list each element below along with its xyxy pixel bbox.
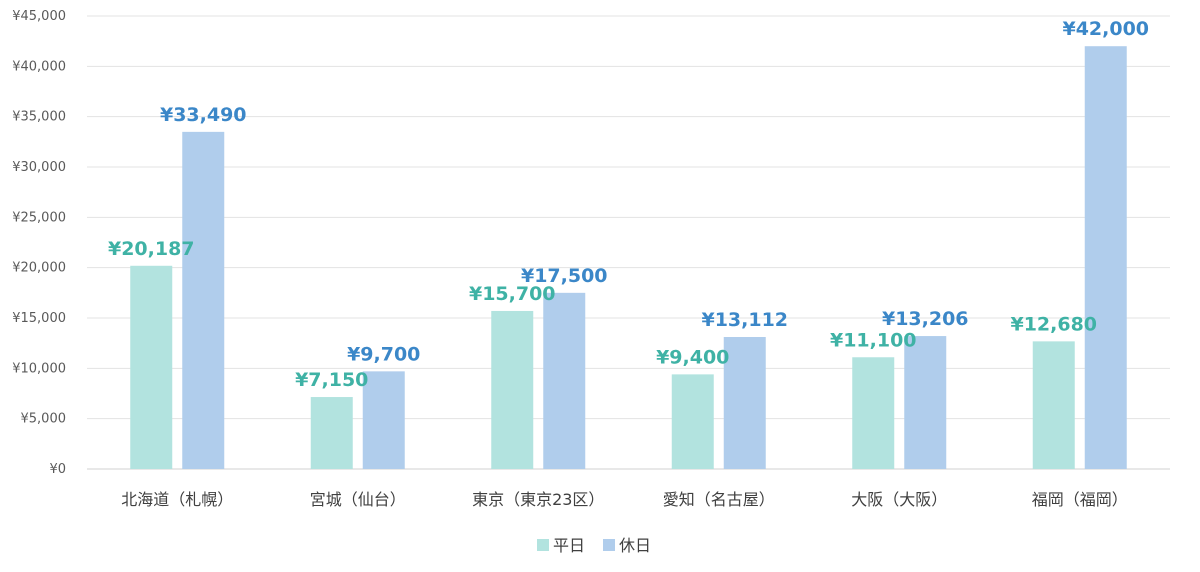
- y-tick-label: ¥35,000: [12, 110, 66, 125]
- y-tick-label: ¥0: [49, 462, 66, 477]
- bar-weekday: [671, 374, 714, 469]
- bar-holiday: [1084, 46, 1127, 469]
- legend-swatch: [537, 539, 549, 551]
- x-category-label: 大阪（大阪）: [851, 490, 947, 509]
- data-label: ¥42,000: [1062, 18, 1149, 40]
- y-tick-label: ¥5,000: [21, 412, 67, 427]
- x-category-label: 東京（東京23区）: [472, 490, 604, 509]
- x-axis-categories: 北海道（札幌） 宮城（仙台） 東京（東京23区） 愛知（名古屋） 大阪（大阪） 福岡（福岡…: [121, 490, 1128, 509]
- legend-label: 休日: [619, 536, 651, 555]
- bar-holiday: [543, 292, 586, 469]
- data-label: ¥7,150: [295, 369, 368, 391]
- bar-weekday: [130, 265, 173, 469]
- y-tick-label: ¥40,000: [12, 59, 66, 74]
- data-label: ¥33,490: [160, 104, 247, 126]
- bar-weekday: [852, 357, 895, 469]
- data-label: ¥20,187: [108, 238, 195, 260]
- y-tick-label: ¥25,000: [12, 210, 66, 225]
- y-tick-label: ¥30,000: [12, 160, 66, 175]
- x-category-label: 北海道（札幌）: [121, 490, 233, 509]
- y-tick-label: ¥15,000: [12, 311, 66, 326]
- x-category-label: 宮城（仙台）: [310, 490, 406, 509]
- gridlines: [87, 15, 1170, 470]
- y-tick-label: ¥10,000: [12, 361, 66, 376]
- data-labels: ¥20,187 ¥33,490 ¥7,150 ¥9,700 ¥15,700¥17,500…: [108, 18, 1149, 391]
- data-label: ¥13,112: [701, 309, 788, 331]
- bar-weekday: [491, 310, 534, 469]
- data-label: ¥15,700: [469, 283, 556, 305]
- bars: [130, 46, 1127, 469]
- data-label: ¥11,100: [830, 329, 917, 351]
- x-category-label: 福岡（福岡）: [1032, 490, 1128, 509]
- data-label: ¥12,680: [1010, 313, 1097, 335]
- y-tick-label: ¥20,000: [12, 261, 66, 276]
- bar-holiday: [723, 337, 766, 469]
- data-label: ¥9,700: [347, 343, 420, 365]
- bar-holiday: [904, 336, 947, 469]
- y-axis-ticks: ¥0 ¥5,000 ¥10,000 ¥15,000 ¥20,000 ¥25,000 ¥30,…: [12, 9, 66, 477]
- bar-weekday: [1032, 341, 1075, 469]
- x-category-label: 愛知（名古屋）: [663, 490, 775, 509]
- data-label: ¥9,400: [656, 346, 729, 368]
- legend-swatch: [603, 539, 615, 551]
- data-label: ¥13,206: [882, 308, 969, 330]
- legend-label: 平日: [553, 536, 585, 555]
- bar-holiday: [362, 371, 405, 469]
- bar-holiday: [182, 131, 225, 469]
- data-label: ¥17,500: [521, 265, 608, 287]
- legend: 平日 休日: [537, 536, 651, 555]
- y-tick-label: ¥45,000: [12, 9, 66, 24]
- bar-weekday: [310, 397, 353, 469]
